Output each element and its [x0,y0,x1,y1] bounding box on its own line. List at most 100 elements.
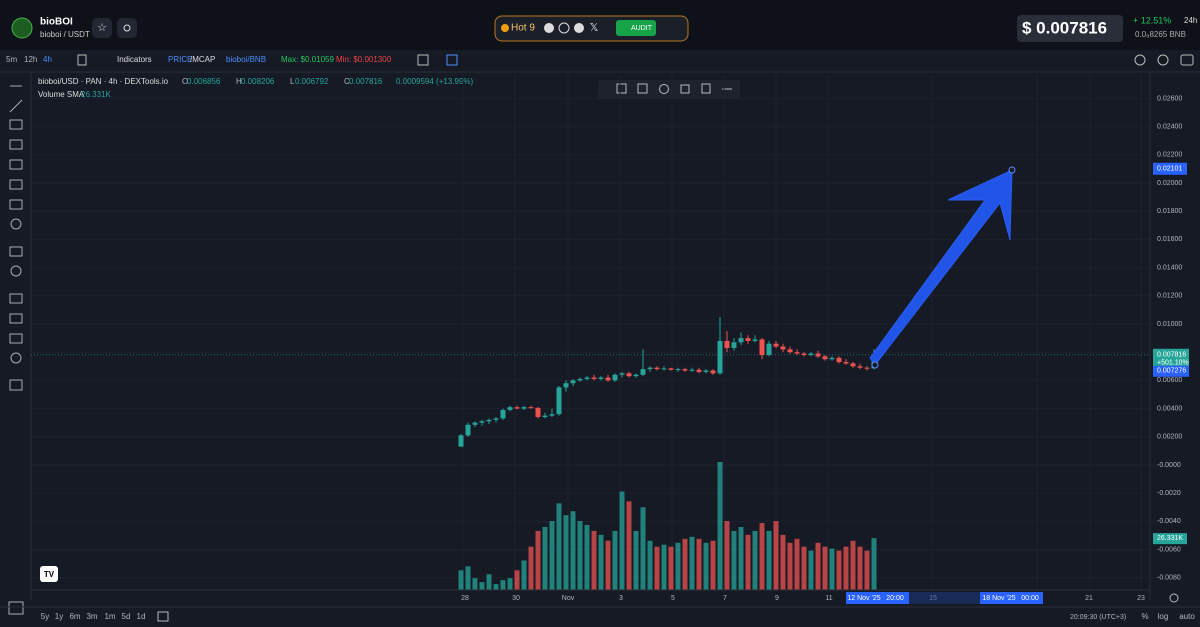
axis-settings[interactable] [1169,593,1179,603]
candle-body [472,422,478,425]
audit-badge[interactable] [616,20,656,36]
range-button[interactable]: 1d [137,612,146,621]
candle-body [787,349,793,353]
y-tick-label: -0.0080 [1157,575,1181,582]
volume-bar [787,542,793,590]
min-price: Min: $0.001300 [336,55,392,64]
timeframe[interactable]: 4h [43,55,52,64]
quote-toggle[interactable]: bioboi/BNB [226,55,266,64]
candle-body [815,353,821,357]
candle-body [577,378,583,381]
range-button[interactable]: 6m [69,612,80,621]
candle-body [843,362,849,364]
text-tool[interactable] [637,83,648,94]
candle-body [598,377,604,379]
legend-key: O [182,77,188,86]
candle-body [794,352,800,354]
candle-body [703,370,709,372]
share-button[interactable] [117,18,137,38]
candle-body [584,377,590,379]
candle-body [738,338,744,343]
toolbar: 5m 12h 4h Indicators PRICE /MCAP bioboi/… [6,54,1194,66]
indicators-button[interactable]: Indicators [117,55,152,64]
fullscreen-icon[interactable] [417,54,429,66]
candle-body [731,342,737,348]
volume-bar [731,530,737,590]
footer: 5y 1y 6m 3m 1m 5d 1d 20:09:30 (UTC+3)% log auto [41,611,1195,622]
delete-tool[interactable] [701,83,711,94]
tool-stay[interactable] [9,313,23,324]
auto-toggle[interactable]: auto [1179,612,1195,621]
volume-bar [682,538,688,590]
candle-body [675,369,681,371]
tool-magnet[interactable] [9,293,23,304]
tool-zoom[interactable] [10,265,22,277]
arrow-handle[interactable] [1008,166,1016,174]
x-tick-label: 9 [775,595,779,602]
settings-icon[interactable] [1134,54,1146,66]
candle-body [808,353,814,356]
arrow-handle[interactable] [871,361,879,369]
chart-type-icon[interactable] [77,54,87,66]
timeframe[interactable]: 12h [24,55,37,64]
gear-icon[interactable] [1157,54,1169,66]
range-button[interactable]: 1m [104,612,115,621]
favorite-button[interactable] [92,18,112,38]
x-tick-label: 21 [1085,595,1093,602]
arrow-drawing[interactable] [869,169,1013,366]
tool-pattern[interactable] [9,139,23,150]
low-price-box [1153,365,1189,377]
share-icon [123,24,131,32]
camera-icon[interactable] [1180,54,1194,66]
volume-bar [591,530,597,590]
y-tick-label: 0.01000 [1157,321,1182,328]
calendar-icon[interactable] [157,611,169,622]
settings-tool[interactable] [659,84,669,94]
volume-bar [549,521,555,590]
link-icon[interactable] [544,23,554,33]
cursor-label: 18 Nov '25 [982,595,1015,602]
lock-tool[interactable] [680,84,690,94]
tool-channel[interactable] [9,119,23,130]
mcap-toggle[interactable]: /MCAP [190,55,215,64]
candle-body [689,369,695,371]
max-price: Max: $0.01059 [281,55,334,64]
volume-bar [773,521,779,590]
volume-bar [626,501,632,590]
x-icon[interactable]: 𝕏 [590,22,599,34]
price-toggle[interactable]: PRICE [168,55,192,64]
range-button[interactable]: 5y [41,612,49,621]
range-button[interactable]: 5d [122,612,131,621]
color-tool[interactable] [616,83,627,94]
candle-body [507,407,513,410]
tool-brush[interactable] [9,179,23,190]
telegram-icon[interactable] [574,23,584,33]
tool-hide[interactable] [10,352,22,364]
timeframe[interactable]: 5m [6,55,17,64]
tool-line[interactable] [9,99,23,113]
candle-body [724,340,730,348]
volume-bar [871,538,877,590]
tool-ruler[interactable] [9,246,23,257]
candle-body [801,353,807,356]
tool-delete[interactable] [9,379,23,391]
range-button[interactable]: 1y [55,612,63,621]
tool-text[interactable] [9,199,23,210]
volume-bar [801,546,807,590]
tv-logo[interactable] [40,566,58,582]
range-button[interactable]: 3m [86,612,97,621]
y-tick-label: 0.02000 [1157,180,1182,187]
volume-bar [864,550,870,590]
y-tick-label: 0.00600 [1157,377,1182,384]
web-icon[interactable] [558,22,570,34]
tool-lock[interactable] [9,333,23,344]
compare-icon[interactable] [446,54,458,66]
legend-key: H [236,77,242,86]
tool-layers[interactable] [8,601,24,615]
log-toggle[interactable]: log [1158,612,1169,621]
tool-fib[interactable] [9,159,23,170]
hot-rank[interactable]: Hot 9 [511,23,535,34]
percent-toggle[interactable]: % [1141,612,1148,621]
tool-emoji[interactable] [10,218,22,230]
last-price-change: +501.10% [1157,360,1189,367]
